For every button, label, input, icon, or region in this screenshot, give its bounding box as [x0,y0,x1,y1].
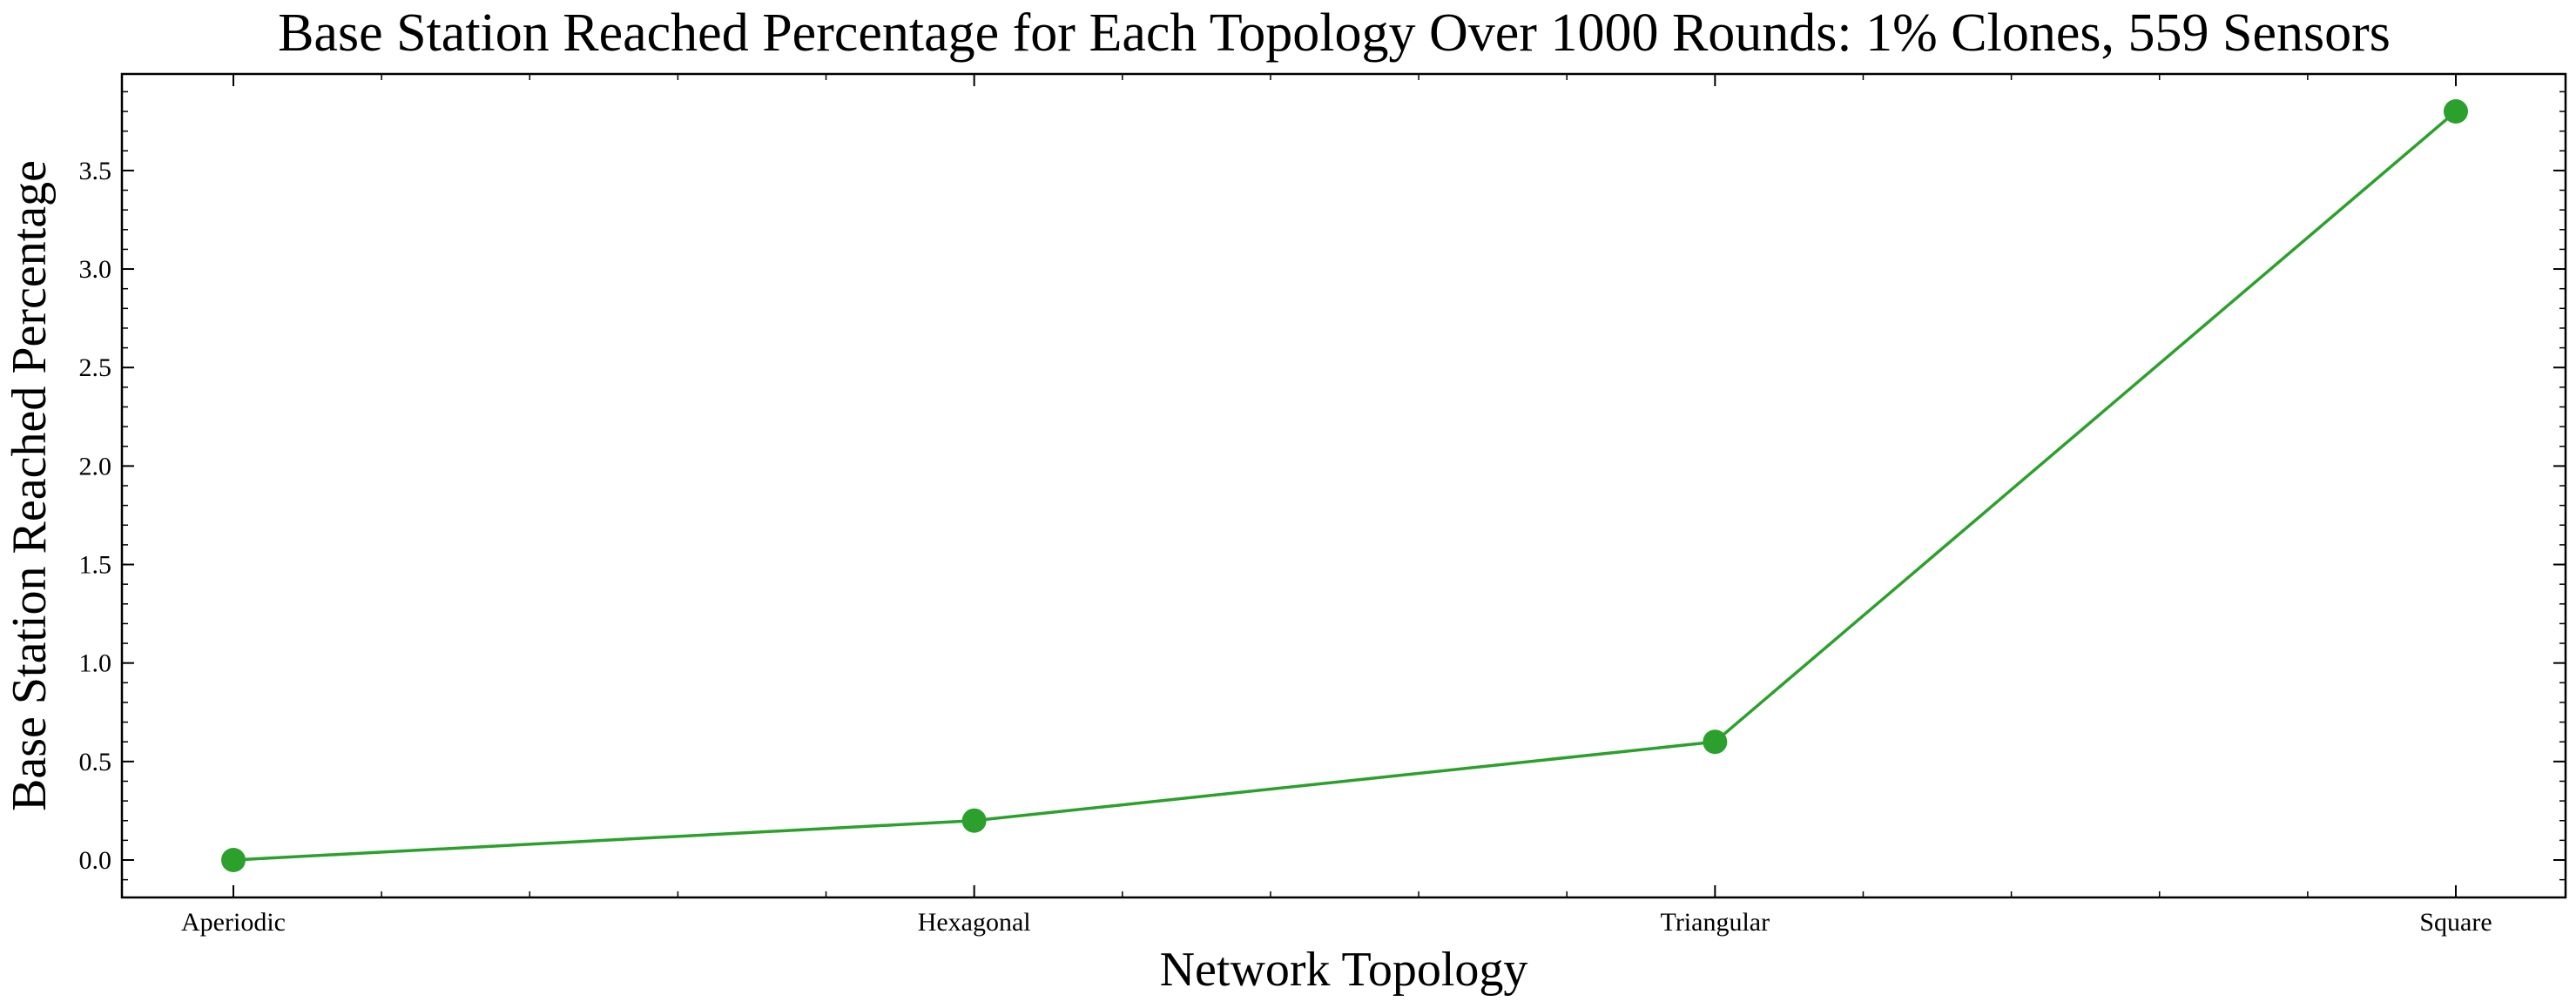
y-tick-label: 3.5 [79,157,112,185]
y-tick-label: 3.0 [79,255,112,284]
y-axis-label: Base Station Reached Percentage [3,160,57,811]
x-tick-label: Aperiodic [181,908,286,937]
plot-frame [120,72,2567,899]
x-tick-label: Hexagonal [918,908,1031,937]
x-tick-label: Triangular [1661,908,1770,937]
series-layer [221,99,2468,872]
y-tick-label: 2.0 [79,452,112,480]
x-axis-label: Network Topology [1160,943,1528,997]
y-axis: 0.0 0.5 1.0 1.5 2.0 2.5 3.0 3.5 [79,91,2566,881]
data-point [961,808,987,833]
y-tick-label: 2.5 [79,353,112,382]
y-tick-label: 1.5 [79,551,112,580]
data-point [1703,729,1728,755]
chart-title: Base Station Reached Percentage for Each… [278,3,2391,63]
series-line [233,110,2458,862]
y-tick-label: 0.0 [79,846,112,875]
y-tick-label: 1.0 [79,649,112,678]
x-tick-label: Square [2419,908,2492,937]
data-point [2444,99,2468,124]
x-axis: Aperiodic Hexagonal Triangular Square [181,74,2492,937]
y-tick-label: 0.5 [79,748,112,776]
data-point [221,848,246,872]
